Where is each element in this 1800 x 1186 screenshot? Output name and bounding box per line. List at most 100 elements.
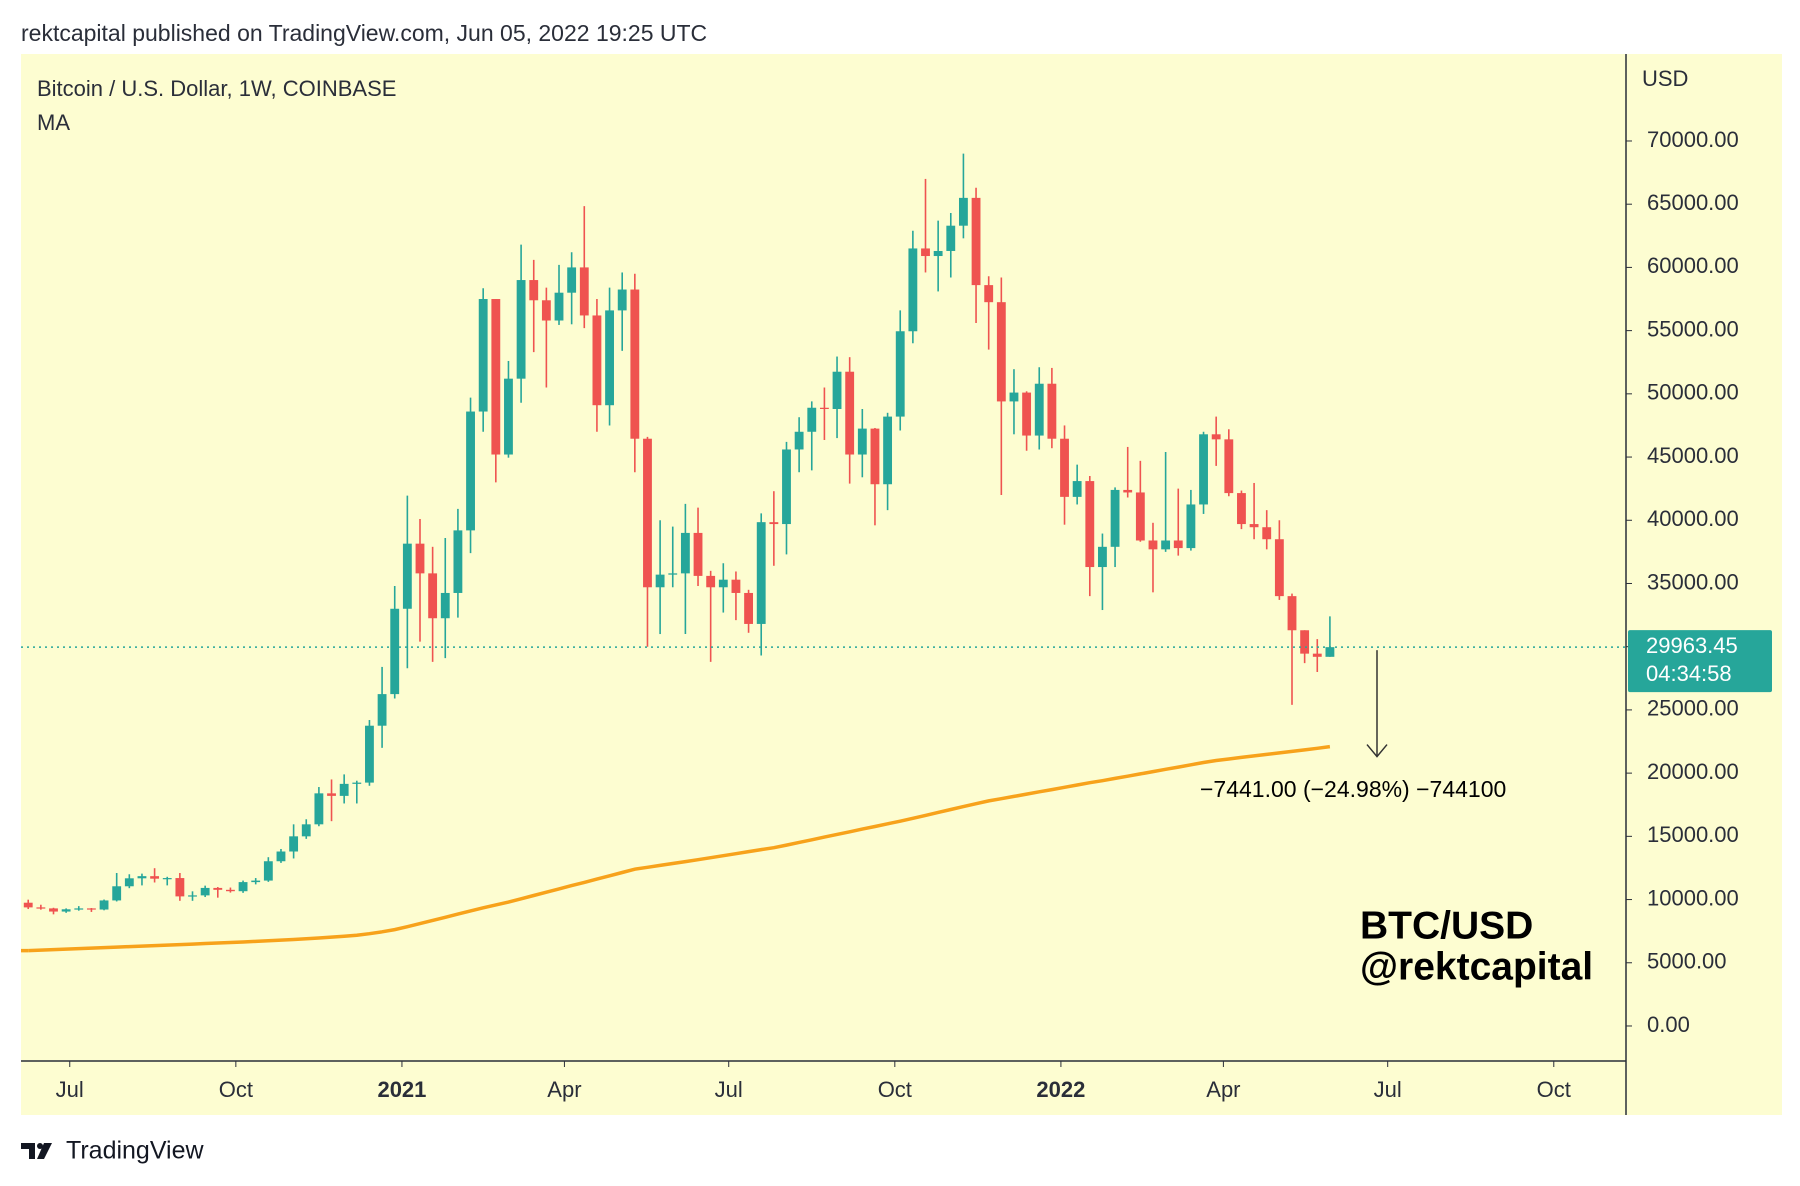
candle-body — [276, 851, 286, 862]
candle-body — [453, 530, 463, 593]
candle-body — [428, 573, 438, 619]
candle-body — [592, 315, 602, 406]
y-tick-label: 5000.00 — [1647, 949, 1727, 974]
candle-body — [226, 889, 235, 892]
x-tick-label: Jul — [1374, 1077, 1402, 1102]
y-tick-label: 15000.00 — [1647, 822, 1739, 847]
moving-average-line — [28, 744, 1331, 953]
watermark: @rektcapital — [1360, 945, 1593, 988]
candle-body — [440, 592, 450, 619]
footer-brand: TradingView — [66, 1137, 205, 1165]
candle-body — [996, 302, 1006, 402]
candle-body — [958, 197, 968, 226]
candle-body — [1224, 439, 1234, 494]
candle-body — [554, 292, 564, 321]
candle-body — [238, 882, 248, 892]
candle-body — [1085, 481, 1095, 568]
candle-body — [61, 909, 71, 912]
candle-body — [529, 280, 539, 301]
candle-body — [415, 543, 425, 574]
candle-body — [630, 289, 640, 439]
candle-body — [504, 378, 513, 455]
candle-body — [175, 878, 185, 897]
measure-label: −7441.00 (−24.98%) −744100 — [1200, 776, 1506, 802]
candle-body — [1262, 527, 1272, 540]
candle-body — [1098, 546, 1107, 568]
candle-body — [883, 416, 893, 485]
candle-body — [402, 543, 412, 609]
axis-unit: USD — [1642, 66, 1688, 91]
candle-body — [908, 248, 918, 332]
candle-body — [339, 783, 349, 796]
candle-body — [579, 267, 589, 316]
candle-body — [1312, 653, 1322, 657]
candle-body — [668, 573, 678, 575]
y-tick-label: 35000.00 — [1647, 569, 1739, 594]
candle-body — [99, 900, 109, 910]
candle-body — [74, 908, 84, 910]
candle-body — [213, 887, 223, 890]
x-tick-label: Apr — [1206, 1077, 1240, 1102]
candle-body — [137, 876, 147, 879]
candle-body — [1186, 504, 1196, 549]
x-tick-label: Oct — [878, 1077, 912, 1102]
candle-body — [819, 407, 829, 410]
candle-body — [1135, 492, 1145, 541]
last-price-label: 29963.45 — [1646, 633, 1738, 658]
y-tick-label: 70000.00 — [1647, 127, 1739, 152]
symbol-title: Bitcoin / U.S. Dollar, 1W, COINBASE — [37, 76, 396, 101]
candle-body — [1300, 630, 1310, 654]
y-tick-label: 55000.00 — [1647, 316, 1739, 341]
candle-body — [693, 532, 703, 576]
candle-body — [769, 522, 779, 525]
candle-body — [390, 608, 400, 695]
y-tick-label: 50000.00 — [1647, 380, 1739, 405]
x-tick-label: Oct — [1537, 1077, 1571, 1102]
candle-body — [466, 411, 475, 531]
candle-body — [870, 428, 880, 485]
candle-body — [1060, 438, 1069, 497]
y-tick-label: 25000.00 — [1647, 696, 1739, 721]
candle-body — [86, 908, 96, 910]
candle-body — [124, 878, 134, 887]
candle-body — [1199, 434, 1208, 505]
candle-body — [301, 824, 311, 837]
candle-body — [200, 887, 210, 896]
candle-body — [365, 725, 374, 783]
candle-body — [478, 299, 488, 412]
candle-body — [718, 579, 728, 588]
candle-body — [352, 782, 362, 784]
candle-body — [1249, 524, 1259, 528]
candle-body — [832, 371, 842, 410]
candle-body — [1237, 493, 1246, 525]
candle-body — [377, 694, 387, 726]
candle-body — [1173, 540, 1183, 549]
candle-body — [188, 895, 197, 897]
candle-body — [162, 878, 172, 880]
x-tick-label: Jul — [715, 1077, 743, 1102]
candle-body — [756, 522, 766, 624]
candle-body — [706, 575, 716, 588]
candle-body — [946, 225, 956, 251]
candle-body — [617, 289, 627, 311]
candle-body — [605, 310, 614, 406]
candle-body — [1161, 540, 1171, 550]
candle-body — [1325, 647, 1335, 657]
measure-arrow-head — [1366, 744, 1388, 758]
candle-body — [1274, 539, 1284, 597]
candle-body — [1287, 596, 1297, 631]
candle-body — [655, 574, 665, 588]
last-price-badge — [1628, 630, 1772, 693]
candle-body — [643, 438, 652, 588]
y-tick-label: 45000.00 — [1647, 443, 1739, 468]
candle-body — [895, 331, 905, 417]
candle-body — [36, 907, 46, 909]
candle-body — [845, 371, 855, 455]
y-tick-label: 65000.00 — [1647, 190, 1739, 215]
candle-body — [807, 407, 817, 432]
candle-body — [23, 902, 33, 908]
y-tick-label: 20000.00 — [1647, 759, 1739, 784]
candle-body — [541, 300, 551, 321]
candle-body — [251, 880, 261, 883]
